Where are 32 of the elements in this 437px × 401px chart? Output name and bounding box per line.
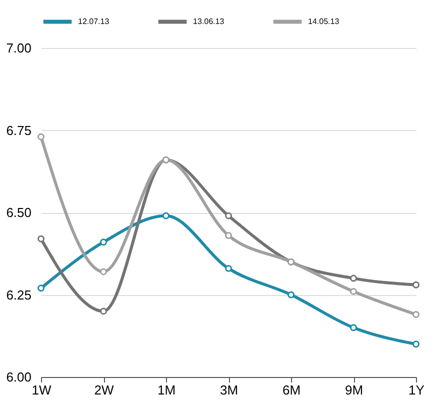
point [100, 308, 107, 315]
point [225, 212, 232, 220]
y-tick-label: 7.00 [6, 40, 32, 56]
x-tick-label: 1W [32, 382, 52, 398]
point [350, 288, 357, 295]
point [100, 268, 107, 276]
point [38, 133, 44, 140]
point [350, 324, 357, 332]
point [412, 311, 420, 318]
point [412, 340, 420, 348]
x-tick-label: 6M [282, 382, 301, 398]
point [225, 264, 232, 272]
point [162, 212, 170, 220]
point [288, 291, 294, 298]
point [38, 284, 44, 292]
point [350, 274, 357, 282]
y-tick-label: 6.75 [6, 122, 32, 138]
y-tick-label: 6.00 [6, 370, 32, 384]
legend-label: 12.07.13 [78, 16, 110, 26]
x-tick-label: 3M [220, 382, 238, 398]
y-tick-label: 6.25 [6, 287, 32, 302]
point [100, 238, 107, 246]
x-tick-label: 2W [94, 382, 114, 398]
legend-label: 13.06.13 [193, 16, 225, 26]
point [225, 232, 232, 240]
x-tick-label: 1Y [408, 382, 425, 398]
x-tick-label: 1M [157, 382, 176, 398]
point [38, 235, 44, 242]
legend-label: 14.05.13 [308, 16, 340, 26]
y-tick-label: 6.50 [6, 205, 32, 220]
x-tick-label: 9M [344, 382, 364, 398]
point [412, 281, 420, 288]
